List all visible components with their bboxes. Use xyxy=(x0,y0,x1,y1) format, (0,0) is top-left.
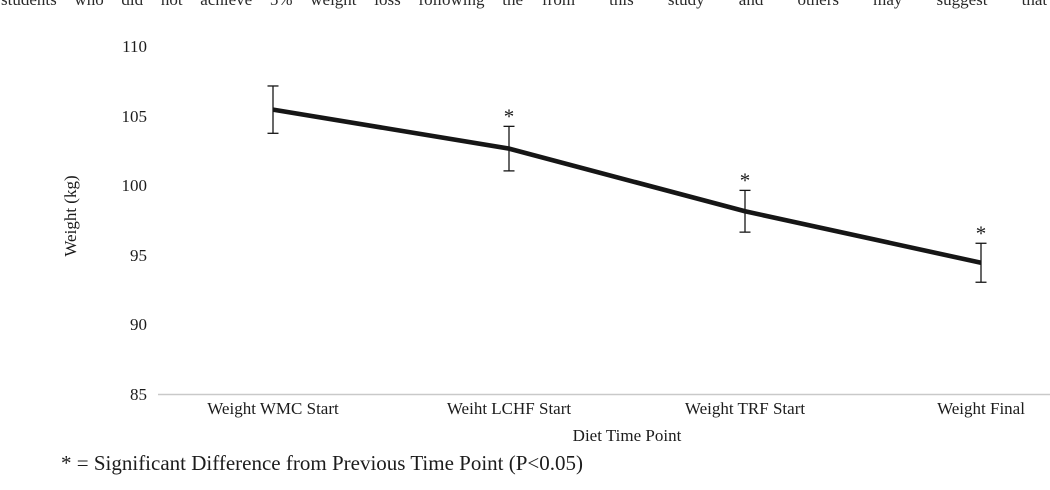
y-tick-label: 100 xyxy=(121,176,148,196)
y-tick-label: 90 xyxy=(130,315,147,335)
x-category-label: Weiht LCHF Start xyxy=(446,399,572,418)
y-axis-title: Weight (kg) xyxy=(61,175,80,257)
cropped-paragraph-left-column: students who did not achieve 5% weight l… xyxy=(1,0,523,10)
x-category-label: Weight WMC Start xyxy=(207,399,339,418)
significance-footnote: * = Significant Difference from Previous… xyxy=(61,451,584,475)
x-category-label: Weight TRF Start xyxy=(684,399,806,418)
y-tick-label: 110 xyxy=(122,37,147,56)
significance-asterisk: * xyxy=(976,221,987,245)
significance-asterisk: * xyxy=(504,104,515,128)
y-tick-label: 105 xyxy=(121,106,148,126)
weight-series-line xyxy=(272,107,982,266)
y-tick-label: 95 xyxy=(130,245,147,265)
cropped-paragraph-right-column: from this study and others may suggest t… xyxy=(542,0,1050,10)
y-tick-label: 85 xyxy=(130,385,147,404)
significance-asterisk: * xyxy=(740,168,751,192)
x-category-label: Weight Final xyxy=(937,399,1025,418)
x-axis-title: Diet Time Point xyxy=(572,426,682,445)
